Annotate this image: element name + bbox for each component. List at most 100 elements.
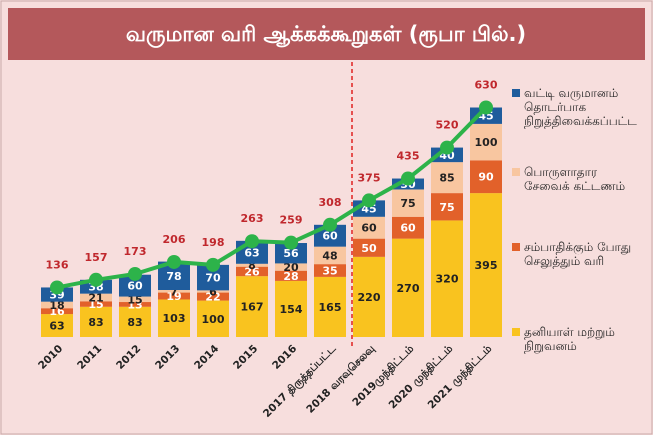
bar-segment <box>80 301 112 307</box>
legend-label: சம்பாதிக்கும் போது செலுத்தும் வரி <box>524 240 632 268</box>
total-label: 198 <box>202 236 225 249</box>
legend-entry: சம்பாதிக்கும் போது செலுத்தும் வரி <box>512 240 642 268</box>
total-label: 259 <box>280 214 303 227</box>
total-marker <box>401 171 415 186</box>
bar-segment <box>275 263 307 271</box>
total-label: 173 <box>124 245 147 258</box>
value-label: 48 <box>322 249 337 262</box>
total-label: 520 <box>436 119 459 132</box>
total-marker <box>245 234 259 249</box>
x-tick-label: 2011 <box>75 343 104 372</box>
total-label: 630 <box>475 79 498 92</box>
total-label: 136 <box>46 258 69 271</box>
x-tick-label: 2015 <box>231 343 260 372</box>
total-marker <box>89 272 103 287</box>
value-label: 220 <box>358 291 381 304</box>
total-marker <box>440 140 454 155</box>
bar-segment <box>314 264 346 277</box>
value-label: 19 <box>166 290 181 303</box>
bar-segment <box>119 274 151 297</box>
total-marker <box>323 217 337 232</box>
total-marker <box>206 257 220 272</box>
x-tick-label: 2010 <box>36 343 65 372</box>
value-label: 165 <box>319 301 342 314</box>
value-label: 18 <box>49 299 64 312</box>
value-label: 83 <box>88 316 103 329</box>
total-marker <box>50 280 64 295</box>
total-marker <box>128 266 142 281</box>
bar-segment <box>431 193 463 221</box>
total-label: 263 <box>241 212 264 225</box>
bar-segment <box>119 306 151 337</box>
bar-segment <box>275 280 307 337</box>
value-label: 103 <box>163 312 186 325</box>
value-label: 83 <box>127 316 142 329</box>
legend-label: வட்டி வருமானம் தொடர்பாக நிறுத்திவைக்கப்ப… <box>524 86 637 128</box>
bar-segment <box>275 243 307 264</box>
bar-segment <box>236 263 268 267</box>
total-label: 435 <box>397 150 420 163</box>
bar-segment <box>275 270 307 281</box>
value-label: 60 <box>127 280 143 293</box>
legend-entry: பொருளாதார சேவைக் கட்டணம் <box>512 165 642 193</box>
value-label: 75 <box>439 201 454 214</box>
bar-segment <box>197 292 229 301</box>
bar-segment <box>431 147 463 163</box>
bar-segment <box>41 308 73 315</box>
bar-segment <box>158 292 190 300</box>
bar-segment <box>392 216 424 239</box>
value-label: 21 <box>88 291 103 304</box>
value-label: 167 <box>241 301 264 314</box>
value-label: 395 <box>475 259 498 272</box>
total-marker <box>284 235 298 250</box>
value-label: 60 <box>361 222 377 235</box>
value-label: 26 <box>244 265 260 278</box>
legend-label: பொருளாதார சேவைக் கட்டணம் <box>524 165 626 193</box>
bar-segment <box>158 290 190 293</box>
value-label: 75 <box>400 197 415 210</box>
value-label: 78 <box>166 270 181 283</box>
total-label: 206 <box>163 233 186 246</box>
x-tick-label: 2018 வரவுசெலவு <box>304 343 377 416</box>
bar-segment <box>470 123 502 161</box>
bar-segment <box>41 314 73 337</box>
bar-segment <box>314 276 346 337</box>
value-label: 90 <box>478 171 494 184</box>
bar-segment <box>470 107 502 124</box>
bar-segment <box>119 296 151 303</box>
bar-segment <box>197 290 229 293</box>
legend-swatch <box>512 243 520 251</box>
value-label: 60 <box>322 230 338 243</box>
value-label: 100 <box>475 136 498 149</box>
chart-title: வருமான வரி ஆக்கக்கூறுகள் (ரூபா பில்.) <box>126 22 526 48</box>
legend-swatch <box>512 328 520 336</box>
x-tick-label: 2012 <box>114 343 143 372</box>
total-marker <box>167 254 181 269</box>
value-label: 6 <box>209 285 217 298</box>
value-label: 60 <box>400 222 416 235</box>
value-label: 7 <box>170 285 178 298</box>
x-tick-label: 2016 <box>270 343 299 372</box>
value-label: 35 <box>322 265 337 278</box>
value-label: 20 <box>283 261 299 274</box>
total-label: 375 <box>358 171 381 184</box>
value-label: 320 <box>436 273 459 286</box>
bar-segment <box>80 293 112 302</box>
value-label: 63 <box>244 246 259 259</box>
value-label: 8 <box>248 259 256 272</box>
bar-segment <box>353 238 385 257</box>
value-label: 270 <box>397 282 420 295</box>
bar-segment <box>314 246 346 265</box>
legend-swatch <box>512 89 520 97</box>
value-label: 100 <box>202 313 225 326</box>
value-label: 85 <box>439 172 454 185</box>
bar-segment <box>431 220 463 337</box>
bar-segment <box>470 193 502 337</box>
bar-segment <box>41 301 73 309</box>
legend-label: தனியாள் மற்றும் நிறுவனம் <box>524 325 615 353</box>
bar-segment <box>470 160 502 194</box>
x-tick-label: 2017 திருத்தப்பட்ட <box>261 342 339 420</box>
bar-segment <box>392 189 424 217</box>
